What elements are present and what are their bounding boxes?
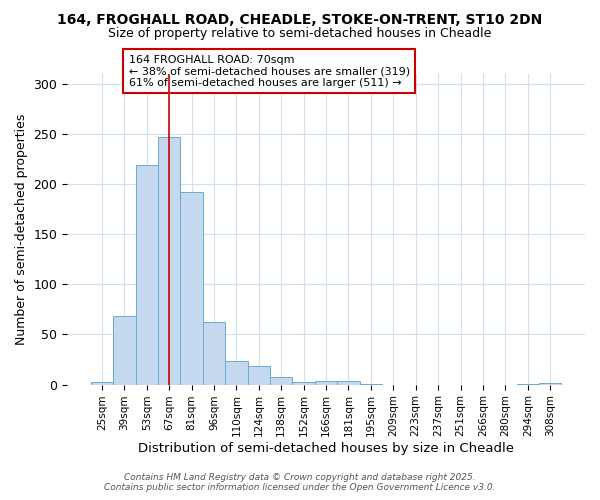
- Bar: [539, 382, 562, 384]
- Bar: [113, 316, 136, 384]
- Text: Size of property relative to semi-detached houses in Cheadle: Size of property relative to semi-detach…: [109, 28, 491, 40]
- X-axis label: Distribution of semi-detached houses by size in Cheadle: Distribution of semi-detached houses by …: [138, 442, 514, 455]
- Y-axis label: Number of semi-detached properties: Number of semi-detached properties: [15, 114, 28, 345]
- Text: Contains HM Land Registry data © Crown copyright and database right 2025.
Contai: Contains HM Land Registry data © Crown c…: [104, 473, 496, 492]
- Bar: [315, 380, 337, 384]
- Bar: [91, 382, 113, 384]
- Bar: [181, 192, 203, 384]
- Bar: [292, 382, 315, 384]
- Bar: [337, 380, 360, 384]
- Text: 164, FROGHALL ROAD, CHEADLE, STOKE-ON-TRENT, ST10 2DN: 164, FROGHALL ROAD, CHEADLE, STOKE-ON-TR…: [58, 12, 542, 26]
- Bar: [225, 360, 248, 384]
- Bar: [248, 366, 270, 384]
- Text: 164 FROGHALL ROAD: 70sqm
← 38% of semi-detached houses are smaller (319)
61% of : 164 FROGHALL ROAD: 70sqm ← 38% of semi-d…: [129, 54, 410, 88]
- Bar: [136, 165, 158, 384]
- Bar: [158, 137, 181, 384]
- Bar: [270, 376, 292, 384]
- Bar: [203, 322, 225, 384]
